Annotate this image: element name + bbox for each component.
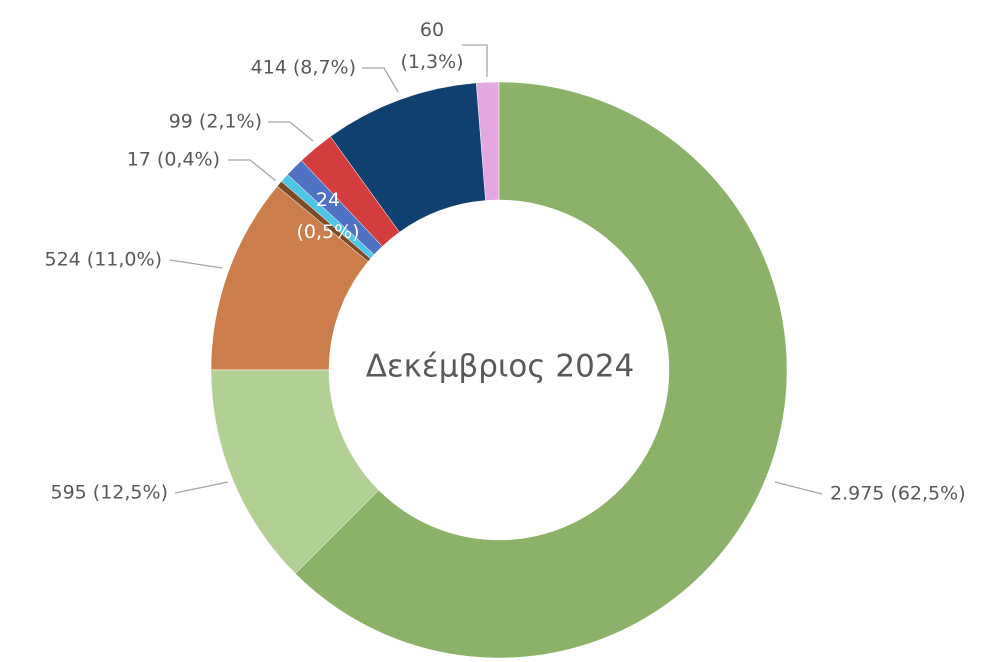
leader-line [174,481,229,494]
leader-line [169,259,223,269]
chart-title: Δεκέμβριος 2024 [366,349,635,385]
data-label: 99 (2,1%) [169,111,262,133]
data-label: 17 (0,4%) [127,149,220,171]
donut-slice [210,369,380,575]
donut-slice [329,82,486,233]
donut-slice [210,185,369,371]
donut-slice [276,181,371,262]
donut-slice [287,160,383,255]
data-label: 24 (0,5%) [296,189,359,243]
donut-slice [300,136,400,247]
leader-line [268,121,314,142]
leader-line [462,44,488,77]
leader-line [362,67,399,93]
data-label: 414 (8,7%) [251,57,356,79]
leader-line [774,481,823,495]
leader-line [228,159,277,182]
donut-slice [294,81,788,659]
donut-slice [281,174,375,260]
data-label: 524 (11,0%) [45,249,163,271]
data-label: 2.975 (62,5%) [830,483,966,505]
data-label: 595 (12,5%) [51,482,169,504]
data-label: 60 (1,3%) [400,19,463,73]
